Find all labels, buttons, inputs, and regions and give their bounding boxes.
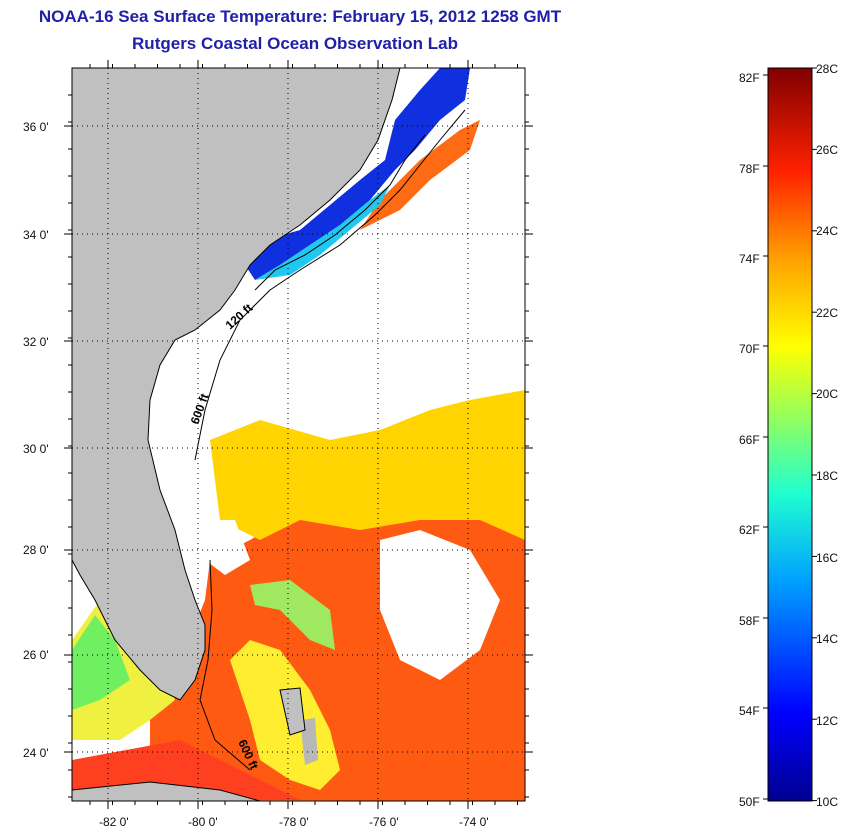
lat-label: 32 0' [23, 335, 49, 349]
colorbar-c-label: 12C [816, 714, 839, 728]
lat-label: 30 0' [23, 442, 49, 456]
colorbar-f-label: 70F [739, 342, 760, 356]
lon-label: -76 0' [369, 815, 399, 829]
isobath-120ft [254, 134, 426, 291]
colorbar-f-label: 58F [739, 614, 760, 628]
map-grid [72, 68, 525, 801]
lon-label: -74 0' [459, 815, 489, 829]
lat-label: 24 0' [23, 746, 49, 760]
colorbar-c-label: 16C [816, 551, 839, 565]
land-andros [279, 687, 306, 736]
cold-coastal-water [245, 68, 470, 280]
colorbar-c-label: 24C [816, 224, 839, 238]
land-cuba [72, 781, 261, 801]
colorbar-c-label: 22C [816, 306, 839, 320]
colorbar-f-label: 50F [739, 795, 760, 809]
map-title: NOAA-16 Sea Surface Temperature: Februar… [38, 7, 562, 26]
isobath-600ft [194, 109, 466, 461]
isobath-600ft-south [199, 559, 251, 771]
lat-label: 28 0' [23, 543, 49, 557]
map-subtitle: Rutgers Coastal Ocean Observation Lab [132, 34, 458, 53]
colorbar-f-label: 82F [739, 71, 760, 85]
lat-label: 26 0' [23, 648, 49, 662]
colorbar-c-label: 14C [816, 632, 839, 646]
lon-label: -80 0' [188, 815, 218, 829]
bahamas-bank [250, 580, 335, 650]
colorbar-c-label: 10C [816, 795, 839, 809]
colorbar-f-label: 62F [739, 523, 760, 537]
colorbar [767, 67, 813, 802]
mid-water-region [210, 390, 525, 540]
land-southeast-us [72, 68, 401, 701]
cloud-patch [380, 530, 500, 680]
colorbar-ticks [763, 67, 817, 802]
lon-label: -82 0' [99, 815, 129, 829]
map-frame [71, 67, 526, 802]
lat-label: 36 0' [23, 120, 49, 134]
warm-water-north [360, 120, 480, 230]
map-ticks [64, 60, 533, 809]
colorbar-c-label: 28C [816, 62, 839, 76]
colorbar-f-label: 78F [739, 162, 760, 176]
colorbar-f-label: 74F [739, 252, 760, 266]
cool-green-water [72, 615, 130, 710]
colorbar-f-label: 54F [739, 704, 760, 718]
colorbar-c-label: 18C [816, 469, 839, 483]
colorbar-c-label: 26C [816, 143, 839, 157]
colorbar-c-label: 20C [816, 387, 839, 401]
cloud-patch [205, 520, 250, 575]
lon-label: -78 0' [279, 815, 309, 829]
colorbar-f-label: 66F [739, 433, 760, 447]
lat-label: 34 0' [23, 228, 49, 242]
